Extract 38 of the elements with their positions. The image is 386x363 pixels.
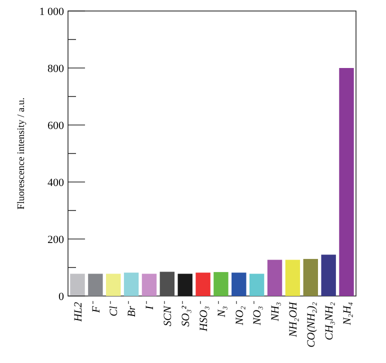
y-axis-title: Fluorescence intensity / a.u.: [16, 98, 27, 210]
bar: [214, 272, 228, 296]
x-tick-label: SO₃²⁻: [180, 300, 192, 327]
x-tick-label: CH₃NH₂: [323, 302, 336, 340]
bar: [267, 260, 282, 296]
x-tick-label: Br⁻: [126, 300, 138, 317]
x-tick-label: NH₂OH: [288, 300, 300, 338]
x-tick-label: NO₃⁻: [252, 300, 264, 326]
x-tick-label: SCN⁻: [162, 300, 174, 326]
bar: [339, 68, 354, 296]
bar: [196, 272, 210, 296]
x-tick-label: HL2: [72, 302, 84, 323]
bar: [303, 258, 318, 296]
y-tick-label: 600: [48, 120, 64, 132]
bar: [142, 274, 157, 296]
x-tick-label: CO(NH₂)₂: [305, 302, 318, 348]
y-tick-label: 0: [58, 290, 64, 303]
y-tick-label: 400: [48, 176, 64, 189]
x-tick-label: NH₃: [270, 302, 282, 322]
bar: [249, 274, 264, 296]
bar: [285, 260, 300, 296]
x-tick-label: NO₂⁻: [234, 300, 246, 326]
bar: [70, 274, 85, 296]
x-tick-label: N₃⁻: [216, 300, 228, 318]
bar: [106, 274, 121, 296]
bar: [321, 254, 336, 296]
bar: [124, 272, 139, 296]
x-tick-label: Cl⁻: [108, 300, 120, 316]
x-tick-label: N₂H₄: [341, 302, 354, 326]
x-tick-label: HSO₃⁻: [198, 300, 210, 332]
bar: [88, 274, 103, 296]
y-tick-label: 200: [48, 234, 64, 246]
y-tick-label: 1 000: [39, 6, 64, 18]
bar: [160, 272, 175, 296]
bar: [232, 272, 246, 296]
x-tick-label: F⁻: [90, 300, 102, 314]
y-tick-label: 800: [48, 62, 64, 75]
x-tick-label: I⁻: [144, 300, 156, 311]
